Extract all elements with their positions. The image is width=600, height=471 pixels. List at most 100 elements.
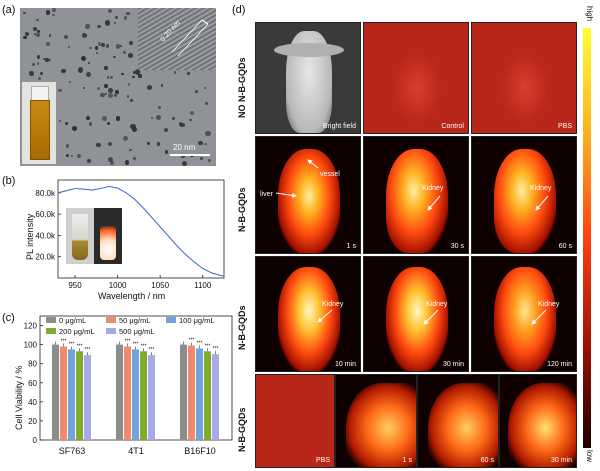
viability-legend: 0 μg/mL 50 μg/mL 100 μg/mL 200 μg/mL 500 μg/… (46, 316, 215, 336)
ir-panel-10min: Kidney 10 min (255, 256, 361, 372)
arrow-kidney-10min (317, 309, 333, 323)
viability-bar (188, 345, 195, 440)
viability-bar (212, 354, 219, 440)
pl-xtick-label: 1000 (109, 281, 127, 290)
arrow-liver (275, 192, 297, 198)
viability-category-label: 4T1 (128, 446, 144, 456)
kidney-label-60s: Kidney (530, 185, 552, 192)
zoom-label-pbs: PBS (315, 457, 330, 464)
pl-xtick-label: 1100 (194, 281, 212, 290)
liver-label: liver (260, 191, 273, 198)
significance-mark: *** (133, 341, 139, 347)
legend-label: 200 μg/mL (59, 327, 95, 336)
zoom-panel-1s: 1 s (335, 374, 417, 468)
legend-swatch (106, 328, 116, 334)
time-label-10min: 10 min (334, 361, 356, 368)
bright-field-label: Bright field (322, 123, 356, 130)
pbs-label: PBS (557, 123, 572, 130)
colorbar-high-label: high (585, 6, 594, 22)
significance-mark: *** (197, 340, 203, 346)
viability-bar (60, 346, 67, 440)
panel-label-c: (c) (2, 312, 15, 324)
tem-image: 0.20 nm 20 nm (20, 8, 216, 166)
pl-ytick-label: 60.0k (35, 210, 56, 219)
ir-panel-120min: Kidney 120 min (471, 256, 577, 372)
viability-ytick-label: 100 (24, 341, 38, 350)
control-label: Control (441, 123, 464, 130)
viability-bar (140, 351, 147, 440)
pl-spectrum-line (57, 185, 225, 277)
viability-bar (52, 344, 59, 440)
viability-ylabel: Cell Viability / % (14, 366, 24, 430)
legend-label: 0 μg/mL (59, 316, 86, 325)
legend-swatch (166, 317, 176, 323)
viability-bar (124, 346, 131, 440)
arrow-kidney-60s (535, 195, 549, 211)
zoom-panel-pbs: PBS (255, 374, 335, 468)
viability-bar (196, 348, 203, 440)
viability-category-label: B16F10 (184, 446, 216, 456)
viability-bar (132, 349, 139, 440)
pbs-panel: PBS (471, 22, 577, 134)
scale-bar (170, 154, 210, 156)
vessel-label: vessel (320, 171, 340, 178)
legend-label: 500 μg/mL (119, 327, 155, 336)
kidney-label-30s: Kidney (422, 185, 444, 192)
viability-ytick-label: 120 (24, 322, 38, 331)
panel-label-d: (d) (232, 4, 246, 16)
kidney-label-10min: Kidney (322, 301, 344, 308)
legend-swatch (46, 317, 56, 323)
viability-ytick-label: 0 (33, 436, 38, 445)
pl-ytick-label: 80.0k (35, 189, 56, 198)
significance-mark: *** (85, 347, 91, 353)
zoom-panel-60s: 60 s (417, 374, 499, 468)
viability-bar (148, 355, 155, 440)
legend-swatch (106, 317, 116, 323)
viability-ytick-label: 80 (28, 360, 37, 369)
zoom-label-30min: 30 min (550, 457, 572, 464)
pl-xtick-label: 950 (68, 281, 82, 290)
kidney-label-120min: Kidney (538, 301, 560, 308)
pl-vial-photos (66, 208, 122, 264)
pl-spectrum-chart: 20.0k 40.0k 60.0k 80.0k 950 1000 1050 1100 PL … (25, 179, 225, 301)
viability-bar (76, 351, 83, 440)
arrow-kidney-120min (531, 309, 547, 325)
viability-bar (116, 344, 123, 440)
zoom-label-1s: 1 s (402, 457, 412, 464)
vial-photo (22, 82, 56, 164)
legend-label: 100 μg/mL (179, 316, 215, 325)
significance-mark: *** (205, 343, 211, 349)
ir-panel-60s: Kidney 60 s (471, 136, 577, 254)
lattice-marker (171, 19, 209, 57)
pl-ytick-label: 40.0k (35, 231, 56, 240)
control-panel: Control (363, 22, 469, 134)
viability-ytick-label: 60 (28, 379, 37, 388)
panel-label-a: (a) (2, 4, 16, 16)
panel-label-b: (b) (2, 175, 16, 187)
bright-field-panel: Bright field (255, 22, 361, 134)
ir-panel-1s: vessel liver 1 s (255, 136, 361, 254)
significance-mark: *** (77, 343, 83, 349)
time-label-30min: 30 min (442, 361, 464, 368)
colorbar-low-label: low (585, 450, 594, 463)
viability-bar (68, 349, 75, 440)
significance-mark: *** (61, 339, 67, 345)
arrow-vessel (307, 159, 319, 169)
zoom-panel-30min: 30 min (499, 374, 577, 468)
pl-xlabel: Wavelength / nm (98, 291, 165, 301)
time-label-60s: 60 s (558, 243, 572, 250)
viability-bar (180, 344, 187, 440)
viability-ytick-label: 40 (28, 398, 37, 407)
ir-panel-30min: Kidney 30 min (363, 256, 469, 372)
viability-ytick-label: 20 (28, 417, 37, 426)
ir-panel-30s: Kidney 30 s (363, 136, 469, 254)
zoom-label-60s: 60 s (480, 457, 494, 464)
significance-mark: *** (125, 339, 131, 345)
time-label-30s: 30 s (450, 243, 464, 250)
time-label-120min: 120 min (547, 361, 572, 368)
time-label-1s: 1 s (346, 243, 356, 250)
colorbar (583, 28, 591, 448)
viability-category-label: SF763 (59, 446, 86, 456)
kidney-label-30min: Kidney (426, 301, 448, 308)
